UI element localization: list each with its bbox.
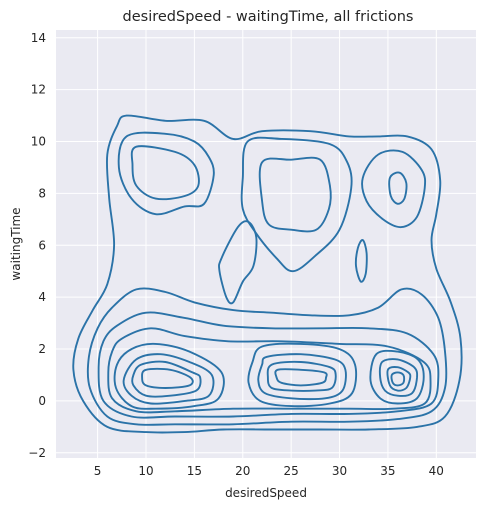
y-tick-label: 8: [38, 186, 46, 200]
contour-line: [122, 353, 215, 405]
y-tick-label: −2: [28, 446, 46, 460]
contour-line: [378, 358, 419, 397]
contour-line: [354, 239, 368, 283]
contour-line: [113, 342, 225, 410]
chart-title: desiredSpeed - waitingTime, all friction…: [123, 9, 414, 25]
contour-line: [97, 311, 440, 419]
y-tick-label: 12: [31, 83, 46, 97]
x-tick-label: 35: [380, 464, 395, 478]
y-tick-label: 6: [38, 238, 46, 252]
contour-line: [247, 342, 358, 408]
contour-line: [257, 353, 347, 401]
contour-line: [72, 114, 463, 434]
y-tick-label: 0: [38, 394, 46, 408]
contour-line: [218, 220, 258, 305]
contour-line: [361, 149, 427, 229]
grid-lines: [56, 30, 476, 458]
y-tick-label: 14: [31, 31, 46, 45]
x-axis-ticks: 5 10 15 20 25 30 35 40: [94, 464, 444, 478]
contour-line: [240, 136, 353, 273]
contour-line: [130, 145, 200, 201]
contour-line: [369, 349, 425, 405]
contour-line: [388, 171, 408, 205]
contour-line: [274, 368, 328, 387]
contour-line: [266, 360, 337, 392]
x-tick-label: 15: [187, 464, 202, 478]
x-tick-label: 25: [284, 464, 299, 478]
x-tick-label: 40: [429, 464, 444, 478]
x-axis-label: desiredSpeed: [225, 486, 307, 500]
contour-line: [386, 366, 412, 392]
contour-line: [107, 327, 432, 414]
contour-line: [86, 287, 448, 426]
y-tick-label: 2: [38, 342, 46, 356]
x-tick-label: 5: [94, 464, 102, 478]
y-axis-label: waitingTime: [9, 207, 23, 280]
contour-line: [390, 371, 406, 387]
contour-line: [131, 360, 202, 398]
contour-line: [117, 131, 215, 216]
y-axis-ticks: −2 0 2 4 6 8 10 12 14: [28, 31, 46, 460]
y-tick-label: 4: [38, 290, 46, 304]
x-tick-label: 30: [332, 464, 347, 478]
plot-area: [56, 30, 476, 458]
x-tick-label: 20: [235, 464, 250, 478]
x-tick-label: 10: [138, 464, 153, 478]
contour-lines: [72, 114, 463, 434]
contour-line: [258, 156, 332, 233]
contour-line: [141, 367, 194, 389]
y-tick-label: 10: [31, 135, 46, 149]
